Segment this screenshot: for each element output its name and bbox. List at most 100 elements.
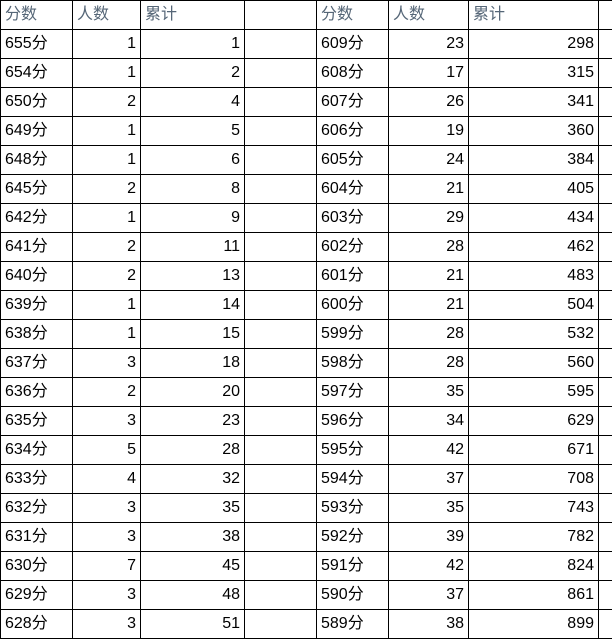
cell-score-right: 608分 — [317, 59, 389, 88]
table-body: 655分11609分23298654分12608分17315650分24607分… — [1, 30, 612, 639]
cell-score-left: 641分 — [1, 233, 73, 262]
cell-cum-right: 483 — [469, 262, 599, 291]
cell-cum-right: 405 — [469, 175, 599, 204]
cell-cum-right: 532 — [469, 320, 599, 349]
cell-gap — [245, 117, 317, 146]
cell-cum-right: 560 — [469, 349, 599, 378]
cell-edge — [599, 465, 612, 494]
table-row: 649分15606分19360 — [1, 117, 612, 146]
cell-count-right: 21 — [389, 262, 469, 291]
cell-score-left: 635分 — [1, 407, 73, 436]
cell-count-right: 28 — [389, 233, 469, 262]
cell-gap — [245, 349, 317, 378]
cell-edge — [599, 59, 612, 88]
cell-cum-left: 5 — [141, 117, 245, 146]
table-row: 629分348590分37861 — [1, 581, 612, 610]
cell-count-left: 3 — [73, 581, 141, 610]
cell-gap — [245, 146, 317, 175]
cell-score-right: 609分 — [317, 30, 389, 59]
header-cum-left: 累计 — [141, 1, 245, 30]
cell-edge — [599, 523, 612, 552]
cell-cum-left: 32 — [141, 465, 245, 494]
cell-count-left: 5 — [73, 436, 141, 465]
cell-edge — [599, 436, 612, 465]
cell-score-right: 604分 — [317, 175, 389, 204]
cell-cum-left: 45 — [141, 552, 245, 581]
header-edge — [599, 1, 612, 30]
cell-edge — [599, 349, 612, 378]
cell-count-left: 2 — [73, 88, 141, 117]
cell-count-right: 37 — [389, 465, 469, 494]
cell-count-left: 2 — [73, 262, 141, 291]
cell-edge — [599, 30, 612, 59]
cell-gap — [245, 291, 317, 320]
cell-edge — [599, 262, 612, 291]
cell-count-left: 1 — [73, 291, 141, 320]
table-row: 648分16605分24384 — [1, 146, 612, 175]
cell-count-right: 24 — [389, 146, 469, 175]
cell-count-left: 1 — [73, 117, 141, 146]
cell-cum-right: 434 — [469, 204, 599, 233]
cell-score-left: 631分 — [1, 523, 73, 552]
cell-cum-left: 11 — [141, 233, 245, 262]
cell-count-right: 42 — [389, 436, 469, 465]
cell-count-right: 17 — [389, 59, 469, 88]
cell-edge — [599, 233, 612, 262]
cell-score-right: 596分 — [317, 407, 389, 436]
cell-cum-right: 315 — [469, 59, 599, 88]
cell-count-left: 1 — [73, 320, 141, 349]
cell-gap — [245, 436, 317, 465]
table-row: 655分11609分23298 — [1, 30, 612, 59]
cell-score-right: 606分 — [317, 117, 389, 146]
cell-count-right: 21 — [389, 175, 469, 204]
cell-cum-right: 298 — [469, 30, 599, 59]
table-row: 633分432594分37708 — [1, 465, 612, 494]
cell-score-right: 592分 — [317, 523, 389, 552]
table-row: 642分19603分29434 — [1, 204, 612, 233]
cell-score-left: 640分 — [1, 262, 73, 291]
table-row: 638分115599分28532 — [1, 320, 612, 349]
cell-gap — [245, 610, 317, 639]
cell-cum-left: 6 — [141, 146, 245, 175]
cell-score-left: 649分 — [1, 117, 73, 146]
cell-gap — [245, 581, 317, 610]
cell-gap — [245, 262, 317, 291]
cell-gap — [245, 204, 317, 233]
table-row: 639分114600分21504 — [1, 291, 612, 320]
cell-score-right: 589分 — [317, 610, 389, 639]
cell-score-left: 638分 — [1, 320, 73, 349]
cell-edge — [599, 378, 612, 407]
cell-gap — [245, 320, 317, 349]
cell-cum-right: 899 — [469, 610, 599, 639]
cell-cum-left: 13 — [141, 262, 245, 291]
table-row: 640分213601分21483 — [1, 262, 612, 291]
table-row: 628分351589分38899 — [1, 610, 612, 639]
cell-gap — [245, 378, 317, 407]
cell-edge — [599, 320, 612, 349]
table-row: 632分335593分35743 — [1, 494, 612, 523]
table-row: 636分220597分35595 — [1, 378, 612, 407]
table-row: 631分338592分39782 — [1, 523, 612, 552]
cell-cum-right: 341 — [469, 88, 599, 117]
cell-cum-left: 15 — [141, 320, 245, 349]
cell-count-left: 3 — [73, 610, 141, 639]
table-row: 637分318598分28560 — [1, 349, 612, 378]
table-row: 641分211602分28462 — [1, 233, 612, 262]
cell-count-left: 2 — [73, 378, 141, 407]
cell-cum-right: 824 — [469, 552, 599, 581]
cell-edge — [599, 581, 612, 610]
cell-score-left: 655分 — [1, 30, 73, 59]
cell-edge — [599, 552, 612, 581]
cell-score-right: 597分 — [317, 378, 389, 407]
cell-score-left: 654分 — [1, 59, 73, 88]
cell-score-left: 639分 — [1, 291, 73, 320]
cell-cum-left: 23 — [141, 407, 245, 436]
cell-count-right: 23 — [389, 30, 469, 59]
header-score-right: 分数 — [317, 1, 389, 30]
cell-count-left: 2 — [73, 175, 141, 204]
cell-score-left: 628分 — [1, 610, 73, 639]
cell-edge — [599, 175, 612, 204]
cell-count-left: 1 — [73, 146, 141, 175]
cell-count-right: 35 — [389, 378, 469, 407]
cell-count-right: 35 — [389, 494, 469, 523]
